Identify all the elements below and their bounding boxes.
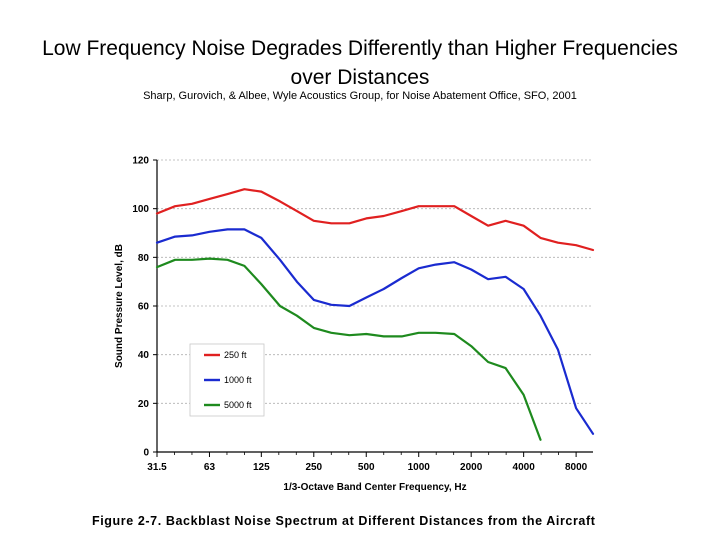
series-line-250-ft bbox=[155, 188, 595, 252]
x-tick-label: 63 bbox=[204, 462, 216, 473]
series-line-1000-ft bbox=[155, 228, 595, 435]
y-tick-label: 80 bbox=[138, 253, 150, 264]
y-tick-label: 60 bbox=[138, 302, 150, 313]
x-tick-label: 31.5 bbox=[147, 462, 167, 473]
figure-caption: Figure 2-7. Backblast Noise Spectrum at … bbox=[92, 514, 596, 528]
x-tick-label: 1000 bbox=[408, 462, 431, 473]
axis-layer: 0 20 40 60 80 100 120 31.5 63 125 250 500 1000 2000 40… bbox=[132, 156, 593, 473]
y-tick-label: 20 bbox=[138, 399, 150, 410]
y-tick-label: 40 bbox=[138, 350, 150, 361]
x-tick-label: 250 bbox=[305, 462, 322, 473]
legend: 250 ft 1000 ft 5000 ft bbox=[189, 343, 265, 417]
legend-box bbox=[189, 343, 265, 417]
x-axis-label: 1/3-Octave Band Center Frequency, Hz bbox=[283, 482, 466, 493]
x-tick-label: 8000 bbox=[565, 462, 588, 473]
slide-title: Low Frequency Noise Degrades Differently… bbox=[42, 37, 678, 89]
x-tick-label: 125 bbox=[253, 462, 270, 473]
slide-subtitle: Sharp, Gurovich, & Albee, Wyle Acoustics… bbox=[143, 90, 577, 102]
x-tick-label: 500 bbox=[358, 462, 375, 473]
y-tick-label: 0 bbox=[143, 448, 149, 459]
series-line-5000-ft bbox=[155, 257, 542, 441]
y-tick-label: 120 bbox=[132, 156, 149, 167]
legend-label: 1000 ft bbox=[224, 375, 252, 385]
legend-label: 250 ft bbox=[224, 350, 247, 360]
y-axis-label: Sound Pressure Level, dB bbox=[114, 244, 125, 368]
x-tick-label: 4000 bbox=[513, 462, 536, 473]
legend-label: 5000 ft bbox=[224, 400, 252, 410]
x-tick-label: 2000 bbox=[460, 462, 483, 473]
y-tick-label: 100 bbox=[132, 204, 149, 215]
series-layer bbox=[155, 188, 595, 441]
